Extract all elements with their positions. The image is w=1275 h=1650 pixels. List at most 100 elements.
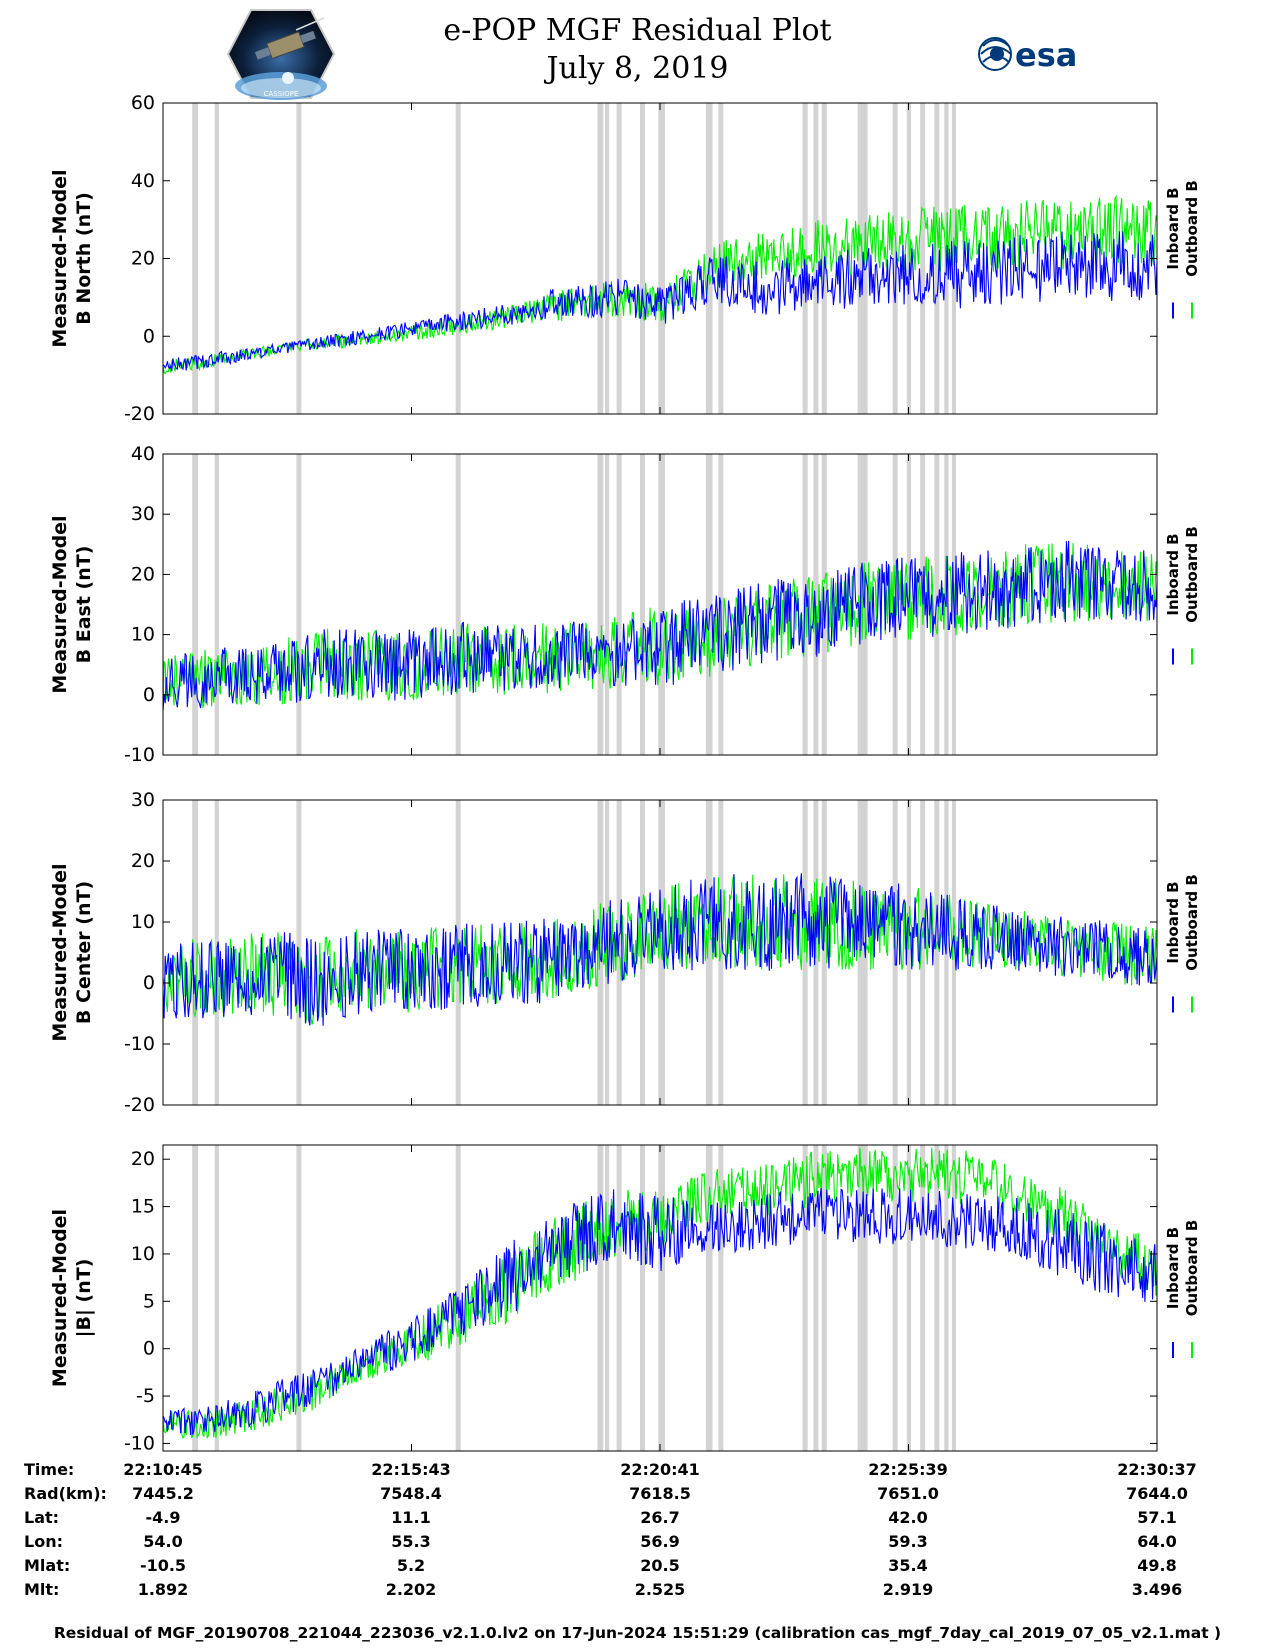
info-cell: 54.0	[143, 1532, 183, 1551]
gap-band	[944, 1145, 949, 1451]
y-tick-label: 20	[131, 1148, 155, 1170]
gap-band	[934, 103, 940, 414]
info-cell: 1.892	[137, 1580, 189, 1599]
legend-inboard-label: Inboard B	[1164, 533, 1182, 615]
legend-inboard-label: Inboard B	[1164, 881, 1182, 963]
info-cell: 3.496	[1131, 1580, 1183, 1599]
y-tick-label: 0	[143, 1338, 155, 1360]
y-tick-label: 20	[131, 248, 155, 270]
gap-band	[658, 454, 666, 755]
y-tick-label: 5	[143, 1290, 155, 1312]
gap-band	[705, 800, 713, 1105]
y-tick-label: 40	[131, 170, 155, 192]
info-cell: 55.3	[391, 1532, 431, 1551]
gap-band	[718, 1145, 724, 1451]
y-tick-label: -20	[124, 1094, 155, 1116]
info-cell: 5.2	[396, 1556, 426, 1575]
gap-band	[658, 1145, 666, 1451]
info-row-label: Lon:	[24, 1532, 63, 1551]
y-tick-label: 40	[131, 443, 155, 465]
y-axis-label: Measured-Model B East (nT)	[49, 515, 95, 693]
gap-band	[296, 1145, 302, 1451]
info-cell: 22:20:41	[620, 1460, 700, 1479]
legend-outboard-label: Outboard B	[1183, 1220, 1201, 1317]
gap-band	[857, 1145, 868, 1451]
info-cell: 22:30:37	[1117, 1460, 1197, 1479]
y-axis-label-line2: B Center (nT)	[73, 881, 95, 1024]
info-cell: -10.5	[139, 1556, 187, 1575]
y-axis-label-line1: Measured-Model	[49, 515, 71, 693]
orbit-info-table: Time: 22:10:45 22:15:43 22:20:41 22:25:39 22:…	[0, 1460, 1275, 1620]
y-tick-label: 30	[131, 789, 155, 811]
cassiope-logo-text: CASSIOPE	[264, 90, 299, 98]
gap-band	[821, 1145, 827, 1451]
gap-band	[920, 800, 926, 1105]
gap-band	[658, 103, 666, 414]
info-cell: 56.9	[640, 1532, 680, 1551]
info-cell: 49.8	[1137, 1556, 1177, 1575]
info-cell: 22:25:39	[868, 1460, 948, 1479]
gap-band	[214, 454, 219, 755]
info-row-label: Lat:	[24, 1508, 60, 1527]
y-tick-label: 60	[131, 92, 155, 114]
gap-band	[920, 1145, 926, 1451]
info-cell: 22:15:43	[371, 1460, 451, 1479]
gap-band	[934, 800, 940, 1105]
gap-band	[705, 1145, 713, 1451]
gap-band	[604, 1145, 610, 1451]
gap-band	[214, 1145, 219, 1451]
gap-band	[951, 800, 957, 1105]
gap-band	[658, 800, 666, 1105]
info-row-label: Time:	[24, 1460, 75, 1479]
gap-band	[604, 103, 610, 414]
gap-band	[639, 454, 645, 755]
gap-band	[604, 454, 610, 755]
gap-band	[821, 800, 827, 1105]
y-tick-label: 10	[131, 1243, 155, 1265]
y-tick-label: 20	[131, 563, 155, 585]
info-cell: 7651.0	[877, 1484, 939, 1503]
gap-band	[597, 454, 604, 755]
gap-band	[192, 800, 199, 1105]
residual-plots: -20 0 20 40 60 Measured-Model B North (nT) Inbo…	[49, 92, 1201, 1454]
gap-band	[951, 1145, 957, 1451]
info-cell: 7644.0	[1126, 1484, 1188, 1503]
gap-band	[192, 103, 199, 414]
gap-band	[906, 1145, 912, 1451]
info-cell: 7618.5	[629, 1484, 691, 1503]
y-axis-label-line2: B North (nT)	[73, 192, 95, 325]
footer-caption: Residual of MGF_20190708_221044_223036_v…	[53, 1624, 1222, 1642]
legend-inboard-label: Inboard B	[1164, 187, 1182, 269]
info-cell: 2.919	[882, 1580, 934, 1599]
gap-band	[604, 800, 610, 1105]
info-cell: 11.1	[391, 1508, 431, 1527]
chart-title: e-POP MGF Residual Plot July 8, 2019	[0, 12, 1275, 88]
info-cell: 59.3	[888, 1532, 928, 1551]
gap-band	[705, 454, 713, 755]
y-axis-label-line2: B East (nT)	[73, 546, 95, 664]
info-cell: 2.525	[634, 1580, 686, 1599]
gap-band	[639, 103, 645, 414]
info-cell: 20.5	[640, 1556, 680, 1575]
gap-band	[192, 454, 199, 755]
title-line-1: e-POP MGF Residual Plot	[443, 13, 832, 48]
info-cell: 42.0	[888, 1508, 928, 1527]
y-tick-label: 20	[131, 850, 155, 872]
y-tick-label: -20	[124, 403, 155, 425]
gap-band	[597, 1145, 604, 1451]
cassiope-logo: CASSIOPE	[226, 9, 336, 100]
gap-band	[813, 1145, 819, 1451]
gap-band	[455, 454, 461, 755]
gap-band	[616, 800, 622, 1105]
info-cell: 35.4	[888, 1556, 928, 1575]
gap-band	[639, 800, 645, 1105]
outboard-series-line	[162, 873, 1158, 1025]
panel-4: -10 -5 0 5 10 15 20 Measured-Model |B| (nT) Inboa…	[49, 1144, 1201, 1454]
gap-band	[802, 1145, 808, 1451]
gap-band	[892, 103, 898, 414]
esa-logo-text: esa	[1015, 36, 1077, 74]
info-cell: 7548.4	[380, 1484, 442, 1503]
inboard-series-line	[162, 873, 1158, 1026]
y-tick-label: 0	[143, 684, 155, 706]
info-cell: 22:10:45	[123, 1460, 203, 1479]
